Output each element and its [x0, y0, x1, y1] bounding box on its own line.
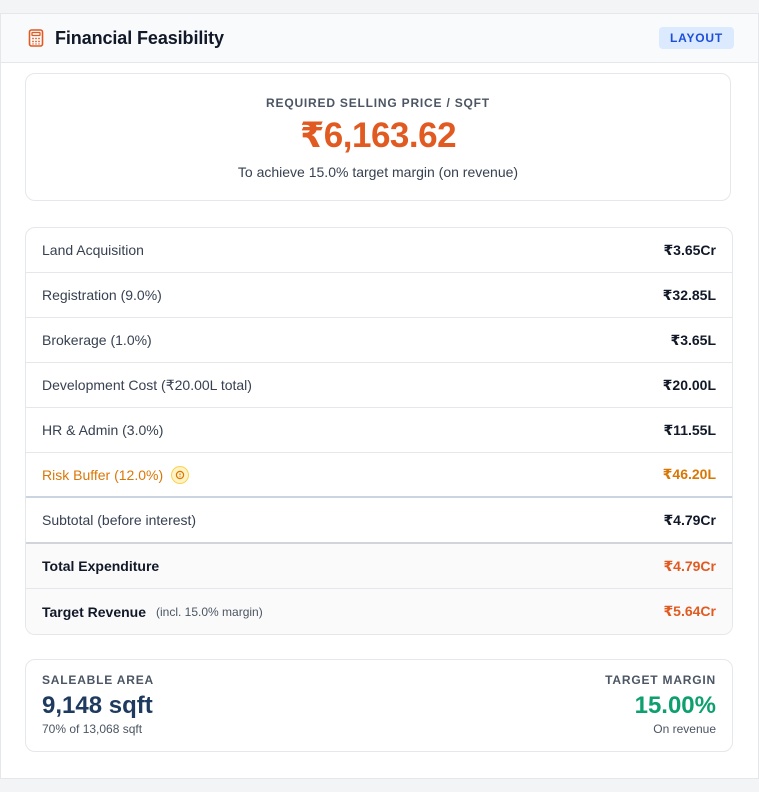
- row-label: Land Acquisition: [42, 242, 144, 258]
- risk-buffer-label-group: Risk Buffer (12.0%): [42, 465, 190, 484]
- price-note: To achieve 15.0% target margin (on reven…: [237, 164, 519, 180]
- financial-feasibility-card: Financial Feasibility LAYOUT: [0, 13, 759, 779]
- total-expenditure-value: ₹4.79Cr: [663, 557, 716, 574]
- row-value: ₹11.55L: [663, 421, 716, 438]
- layout-badge[interactable]: LAYOUT: [658, 27, 734, 49]
- card-header: Financial Feasibility LAYOUT: [1, 14, 758, 63]
- table-row: Land Acquisition ₹3.65Cr: [26, 228, 732, 273]
- target-revenue-label-group: Target Revenue (incl. 15.0% margin): [42, 604, 263, 620]
- row-label: HR & Admin (3.0%): [42, 422, 164, 438]
- price-label: REQUIRED SELLING PRICE / SQFT: [266, 96, 490, 110]
- target-margin-label: TARGET MARGIN: [605, 673, 716, 687]
- subtotal-value: ₹4.79Cr: [663, 511, 716, 528]
- target-revenue-value: ₹5.64Cr: [663, 603, 716, 619]
- target-revenue-row: Target Revenue (incl. 15.0% margin) ₹5.6…: [26, 589, 732, 634]
- risk-buffer-row: Risk Buffer (12.0%) ₹46.20L: [26, 453, 732, 498]
- subtotal-label: Subtotal (before interest): [42, 512, 197, 528]
- row-label: Brokerage (1.0%): [42, 332, 152, 348]
- table-row: Registration (9.0%) ₹32.85L: [26, 273, 732, 318]
- total-expenditure-row: Total Expenditure ₹4.79Cr: [26, 544, 732, 589]
- page-title: Financial Feasibility: [55, 27, 224, 48]
- header-title-group: Financial Feasibility: [27, 28, 224, 49]
- cost-breakdown-table: Land Acquisition ₹3.65Cr Registration (9…: [25, 227, 733, 635]
- row-value: ₹3.65Cr: [663, 241, 716, 258]
- total-expenditure-label: Total Expenditure: [42, 558, 160, 574]
- row-value: ₹3.65L: [670, 331, 716, 348]
- required-price-panel: REQUIRED SELLING PRICE / SQFT ₹6,163.62 …: [25, 73, 731, 201]
- saleable-area-label: SALEABLE AREA: [42, 673, 154, 687]
- saleable-area-metric: SALEABLE AREA 9,148 sqft 70% of 13,068 s…: [42, 673, 154, 751]
- row-value: ₹32.85L: [662, 286, 716, 303]
- calculator-icon: [27, 29, 45, 47]
- target-revenue-label: Target Revenue: [42, 603, 146, 620]
- risk-buffer-value: ₹46.20L: [662, 466, 716, 482]
- table-row: HR & Admin (3.0%) ₹11.55L: [26, 408, 732, 453]
- risk-buffer-label: Risk Buffer (12.0%): [42, 466, 164, 483]
- table-row: Development Cost (₹20.00L total) ₹20.00L: [26, 363, 732, 408]
- table-row: Brokerage (1.0%) ₹3.65L: [26, 318, 732, 363]
- price-value: ₹6,163.62: [299, 116, 457, 155]
- saleable-area-note: 70% of 13,068 sqft: [42, 722, 143, 736]
- target-margin-metric: TARGET MARGIN 15.00% On revenue: [605, 673, 716, 751]
- row-label: Registration (9.0%): [42, 287, 162, 303]
- info-icon[interactable]: [171, 465, 190, 484]
- target-revenue-note: (incl. 15.0% margin): [156, 604, 263, 619]
- row-value: ₹20.00L: [662, 376, 716, 393]
- summary-metrics-panel: SALEABLE AREA 9,148 sqft 70% of 13,068 s…: [25, 659, 733, 752]
- saleable-area-value: 9,148 sqft: [42, 692, 153, 719]
- target-margin-note: On revenue: [653, 722, 716, 736]
- target-margin-value: 15.00%: [634, 692, 716, 719]
- row-label: Development Cost (₹20.00L total): [42, 376, 252, 393]
- subtotal-row: Subtotal (before interest) ₹4.79Cr: [26, 498, 732, 544]
